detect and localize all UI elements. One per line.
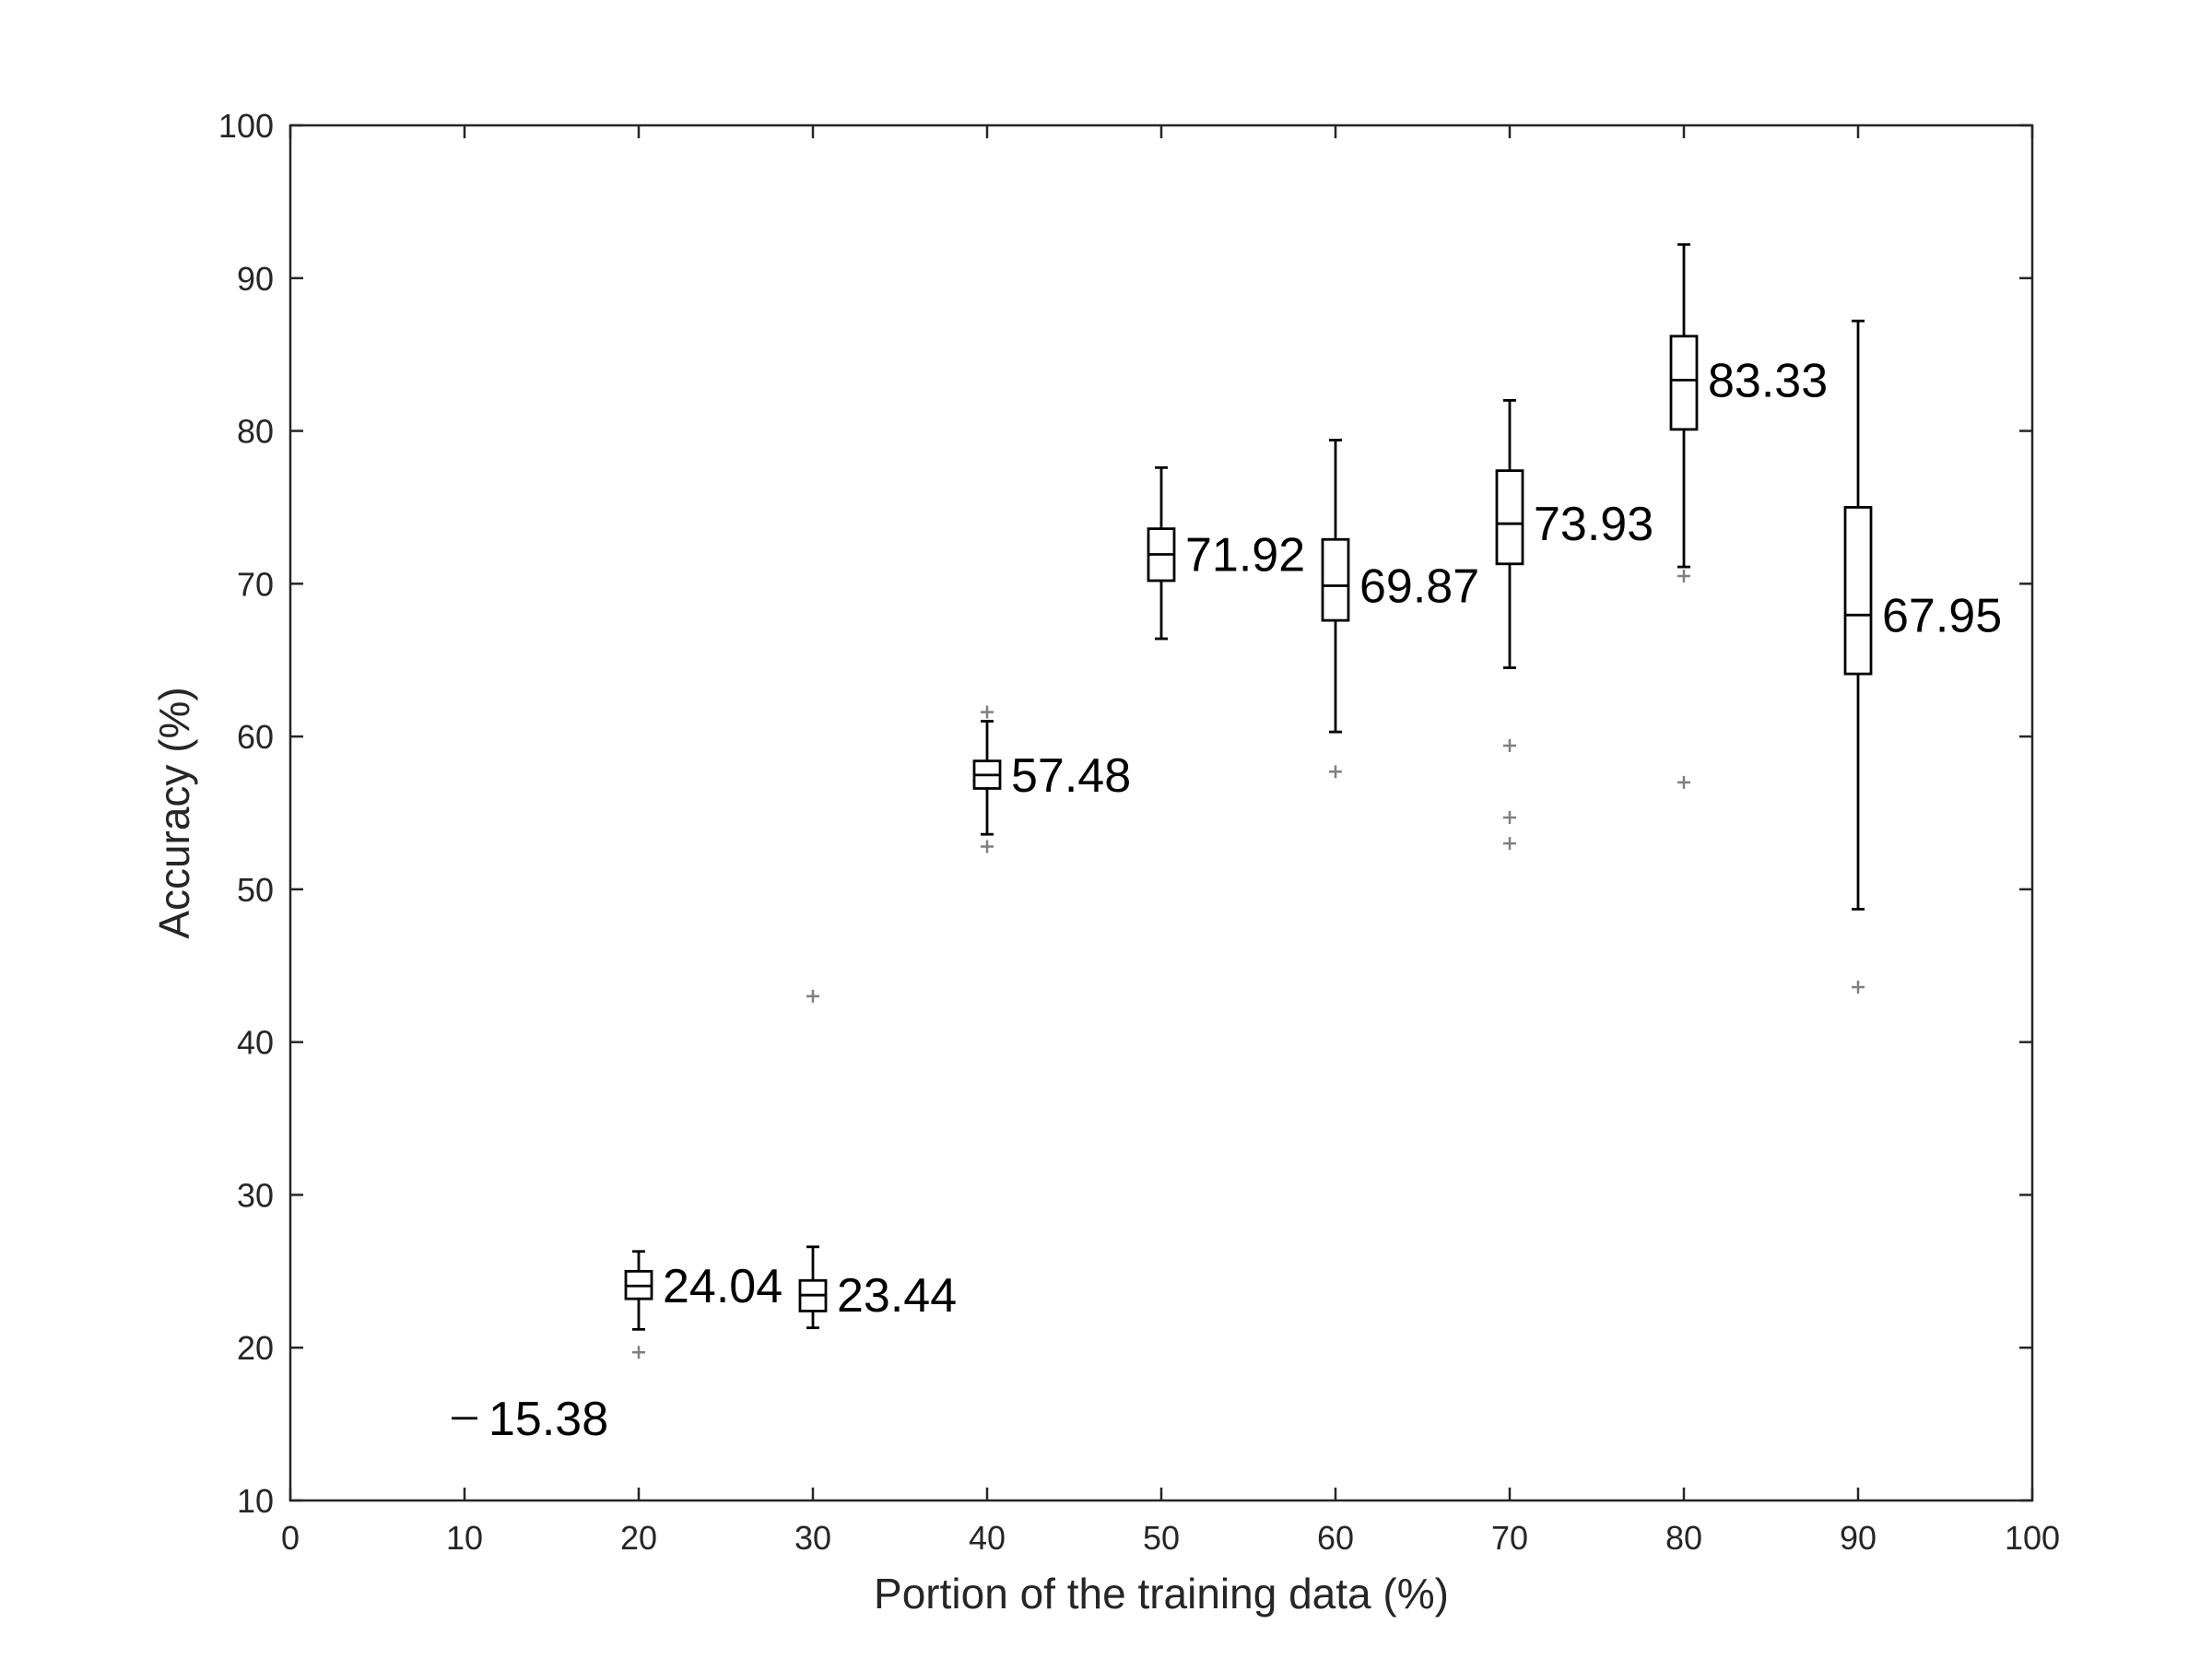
axes-frame bbox=[288, 124, 2034, 1502]
x-tick-label: 100 bbox=[2005, 1519, 2060, 1557]
x-tick-label: 80 bbox=[1665, 1519, 1702, 1557]
y-tick-label: 70 bbox=[237, 565, 274, 603]
box-group: 57.48 bbox=[972, 705, 1131, 853]
median-value-label: 73.93 bbox=[1534, 498, 1653, 551]
y-tick-label: 30 bbox=[237, 1176, 274, 1214]
y-tick-label: 80 bbox=[237, 413, 274, 451]
outlier-marker bbox=[632, 1346, 645, 1359]
x-tick-label: 20 bbox=[620, 1519, 657, 1557]
y-tick-label: 100 bbox=[218, 107, 274, 145]
box-group: 24.04 bbox=[624, 1250, 782, 1359]
box-group: 67.95 bbox=[1843, 319, 2002, 994]
median-value-label: 23.44 bbox=[837, 1269, 957, 1323]
outlier-marker bbox=[1329, 765, 1342, 779]
median-value-label: 69.87 bbox=[1359, 559, 1479, 613]
median-value-label: 24.04 bbox=[663, 1260, 782, 1313]
y-axis-title: Accuracy (%) bbox=[150, 687, 198, 938]
outlier-marker bbox=[1677, 775, 1690, 789]
outlier-marker bbox=[1503, 837, 1516, 851]
x-tick-label: 40 bbox=[969, 1519, 1006, 1557]
median-value-label: 15.38 bbox=[488, 1393, 608, 1446]
x-tick-label: 70 bbox=[1491, 1519, 1528, 1557]
box-iqr bbox=[1495, 469, 1524, 566]
box-iqr bbox=[1321, 537, 1350, 622]
outlier-marker bbox=[1503, 810, 1516, 824]
y-tick-label: 40 bbox=[237, 1024, 274, 1062]
x-tick-label: 90 bbox=[1840, 1519, 1877, 1557]
x-tick-label: 50 bbox=[1143, 1519, 1180, 1557]
y-tick-label: 10 bbox=[237, 1482, 274, 1520]
box-group: 69.87 bbox=[1321, 439, 1479, 779]
axis-ticks: 0 10 20 30 40 50 60 70 80 90 100102030405060708090… bbox=[218, 107, 2060, 1557]
box-group: 23.44 bbox=[798, 989, 957, 1330]
y-tick-label: 20 bbox=[237, 1329, 274, 1367]
outlier-marker bbox=[981, 840, 994, 853]
box-group: 83.33 bbox=[1669, 242, 1828, 789]
outlier-marker bbox=[1677, 570, 1690, 583]
plot-area: 15.38 24.04 23.44 57.48 71.92 69.87 73.93 83.33… bbox=[452, 242, 2002, 1446]
outlier-marker bbox=[1852, 980, 1865, 994]
x-tick-label: 10 bbox=[446, 1519, 483, 1557]
outlier-marker bbox=[806, 989, 819, 1003]
box-iqr bbox=[1669, 335, 1699, 431]
y-tick-label: 90 bbox=[237, 260, 274, 298]
x-tick-label: 60 bbox=[1317, 1519, 1354, 1557]
box-group: 73.93 bbox=[1495, 398, 1653, 851]
median-value-label: 67.95 bbox=[1882, 589, 2002, 642]
outlier-marker bbox=[1503, 739, 1516, 753]
median-value-label: 83.33 bbox=[1708, 354, 1828, 407]
box-group: 71.92 bbox=[1147, 465, 1305, 641]
box-iqr bbox=[1843, 506, 1873, 676]
box-group: 15.38 bbox=[452, 1393, 608, 1446]
x-tick-label: 0 bbox=[281, 1519, 300, 1557]
outlier-marker bbox=[981, 705, 994, 719]
x-axis-title: Portion of the training data (%) bbox=[874, 1570, 1449, 1618]
y-tick-label: 50 bbox=[237, 871, 274, 909]
median-value-label: 57.48 bbox=[1011, 749, 1131, 803]
median-value-label: 71.92 bbox=[1185, 529, 1305, 582]
y-tick-label: 60 bbox=[237, 718, 274, 756]
x-tick-label: 30 bbox=[794, 1519, 831, 1557]
